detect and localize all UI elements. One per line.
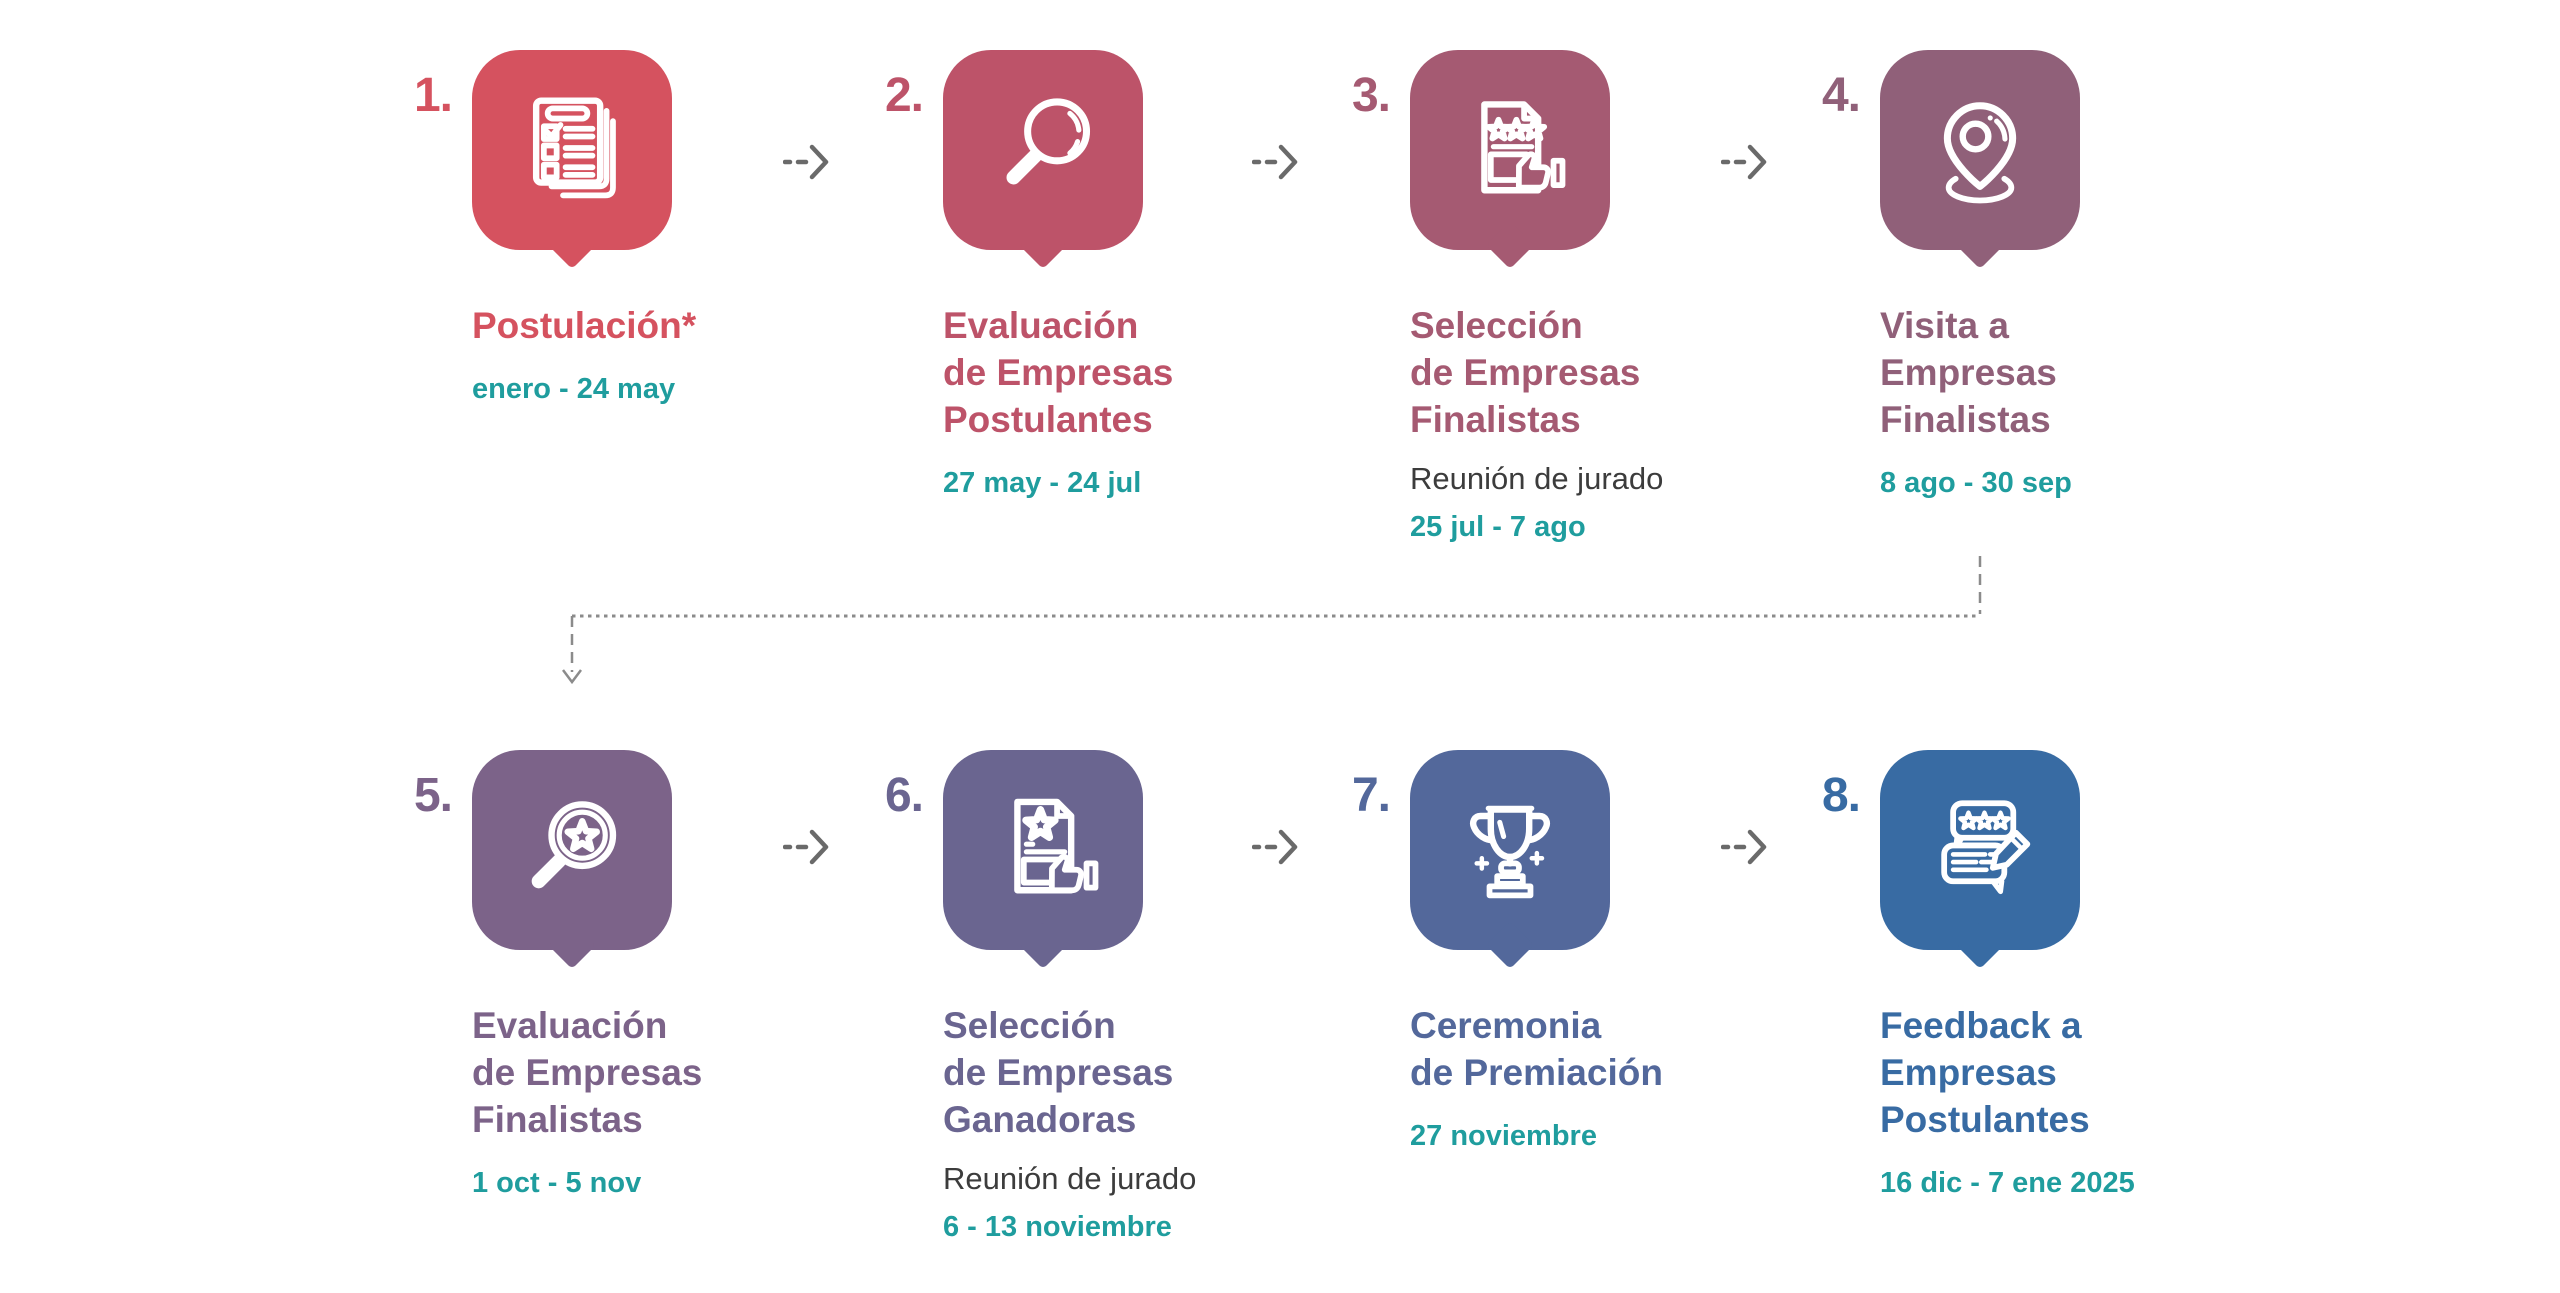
trophy-icon — [1469, 805, 1551, 899]
step-5-evaluacion-finalistas: 5. Evaluación de Empresas Finalistas 1 o… — [414, 750, 802, 1200]
step-4-visita-finalistas: 4. Visita a Empresas Finalistas 8 ago - … — [1822, 50, 2210, 500]
location-pin-icon — [1943, 102, 2017, 204]
magnifier-icon — [1006, 98, 1091, 185]
step-number: 3. — [1351, 69, 1391, 122]
document-star-thumb-icon — [1014, 798, 1099, 894]
dashed-arrow-icon — [1721, 144, 1767, 180]
step-number: 4. — [1821, 69, 1861, 122]
bubble-tail — [1485, 220, 1535, 270]
step-meta: Reunión de jurado — [943, 1161, 1197, 1196]
step-date: 16 dic - 7 ene 2025 — [1880, 1167, 2135, 1199]
bubble-tail — [1018, 220, 1068, 270]
bubble-tail — [1485, 920, 1535, 970]
step-6-seleccion-ganadoras: 6. Selección de Empresas Ganadoras Reuni… — [885, 750, 1273, 1244]
step-bubble — [472, 50, 672, 270]
magnifier-star-icon — [531, 801, 617, 889]
document-stars-thumb-icon — [1481, 101, 1566, 194]
step-date: 6 - 13 noviembre — [943, 1211, 1172, 1243]
dashed-arrow-icon — [783, 829, 829, 865]
step-title: Ceremonia de Premiación — [1410, 1005, 1663, 1093]
step-title: Selección de Empresas Ganadoras — [943, 1005, 1174, 1140]
step-bubble — [1410, 750, 1610, 970]
bubble-tail — [547, 920, 597, 970]
step-bubble — [943, 50, 1143, 270]
step-number: 6. — [884, 769, 924, 822]
step-title: Evaluación de Empresas Finalistas — [472, 1005, 703, 1140]
step-1-postulacion: 1. Postulación* enero - 24 may — [414, 50, 802, 406]
bubble-tail — [1955, 920, 2005, 970]
step-number: 2. — [884, 69, 924, 122]
bubble-tail — [1018, 920, 1068, 970]
step-meta: Reunión de jurado — [1410, 461, 1664, 496]
step-title: Postulación* — [472, 305, 697, 346]
step-bubble — [472, 750, 672, 970]
step-date: 8 ago - 30 sep — [1880, 467, 2072, 499]
step-7-ceremonia-premiacion: 7. Ceremonia de Premiación 27 noviembre — [1352, 750, 1740, 1153]
step-bubble — [1410, 50, 1610, 270]
step-date: 25 jul - 7 ago — [1410, 511, 1586, 543]
step-bubble — [1880, 50, 2080, 270]
step-number: 7. — [1351, 769, 1391, 822]
step-date: enero - 24 may — [472, 373, 676, 405]
step-date: 1 oct - 5 nov — [472, 1167, 642, 1199]
bubble-tail — [547, 220, 597, 270]
down-arrowhead-icon — [562, 669, 582, 685]
step-8-feedback-postulantes: 8. Feedback a Empresas Postulantes 16 di… — [1822, 750, 2210, 1200]
step-number: 5. — [413, 769, 453, 822]
step-title: Feedback a Empresas Postulantes — [1880, 1005, 2090, 1140]
step-bubble — [943, 750, 1143, 970]
step-number: 1. — [413, 69, 453, 122]
step-title: Visita a Empresas Finalistas — [1880, 305, 2057, 440]
step-title: Selección de Empresas Finalistas — [1410, 305, 1641, 440]
step-bubble — [1880, 750, 2080, 970]
dashed-arrow-icon — [1721, 829, 1767, 865]
dashed-arrow-icon — [1252, 829, 1298, 865]
dashed-arrow-icon — [783, 144, 829, 180]
bubble-tail — [1955, 220, 2005, 270]
step-date: 27 may - 24 jul — [943, 467, 1142, 499]
checklist-icon — [532, 97, 616, 199]
dashed-arrow-icon — [1252, 144, 1298, 180]
step-2-evaluacion-postulantes: 2. Evaluación de Empresas Postulantes 27… — [885, 50, 1273, 500]
feedback-icon — [1941, 800, 2031, 895]
step-title: Evaluación de Empresas Postulantes — [943, 305, 1174, 440]
step-number: 8. — [1821, 769, 1861, 822]
step-3-seleccion-finalistas: 3. Selección de Empresas Finalistas Reun… — [1352, 50, 1740, 544]
step-date: 27 noviembre — [1410, 1120, 1597, 1152]
